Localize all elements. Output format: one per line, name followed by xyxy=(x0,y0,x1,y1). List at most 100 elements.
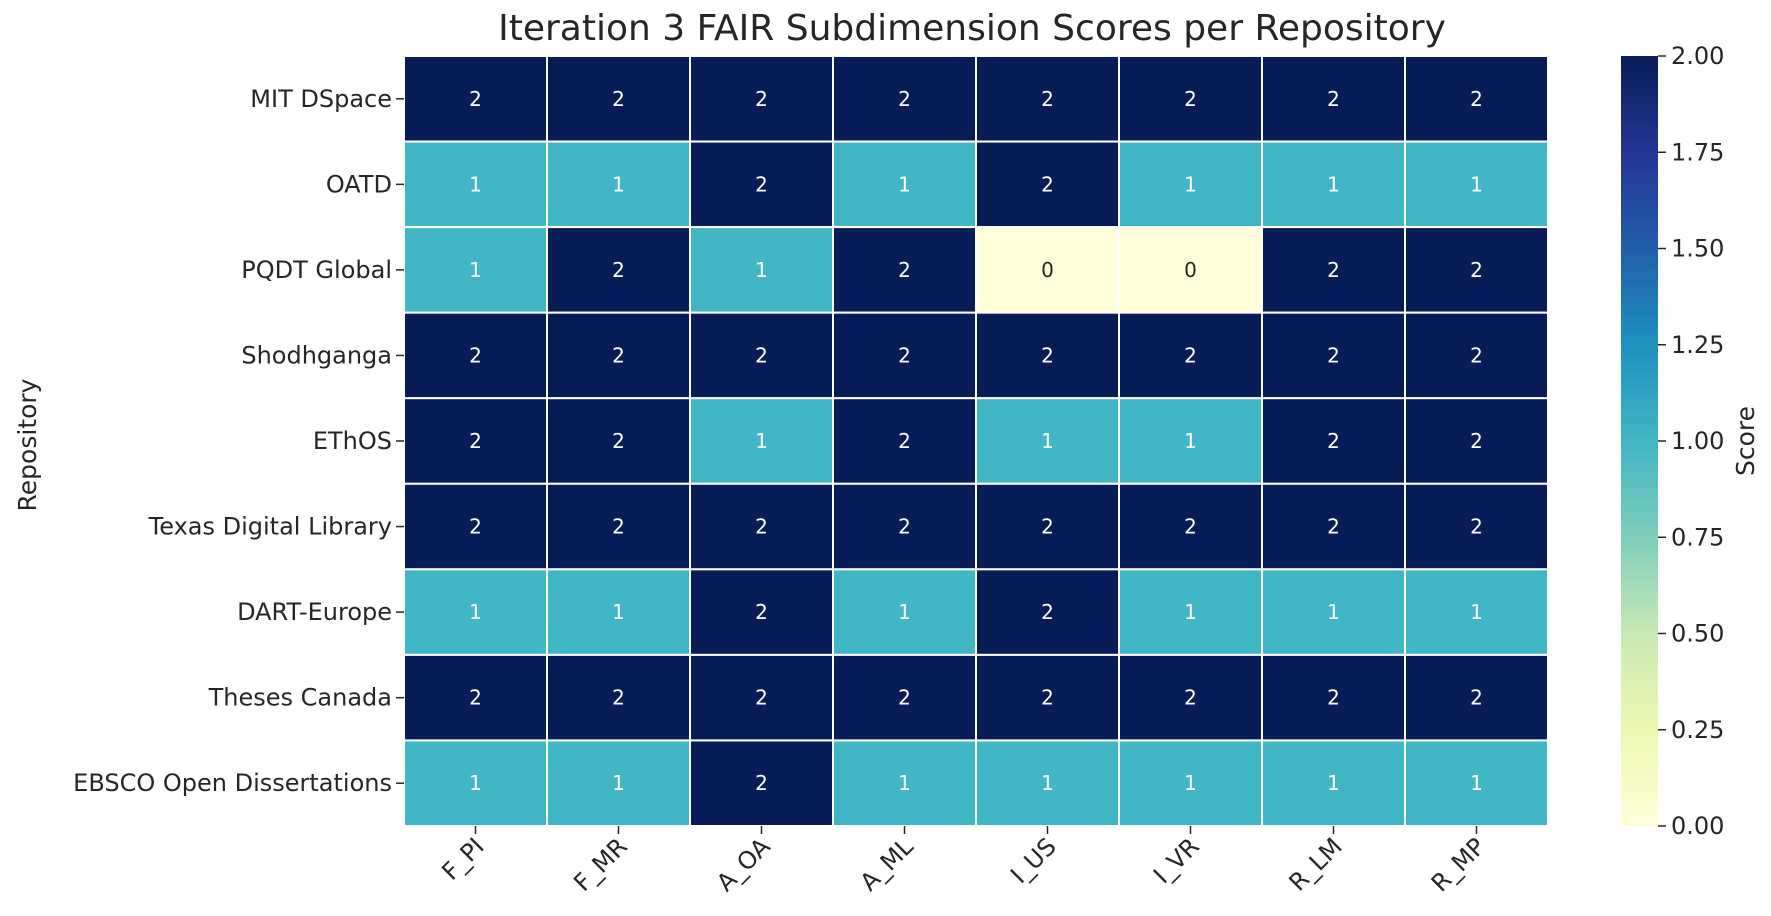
heatmap-cell xyxy=(1261,397,1406,485)
cell-value-label: 2 xyxy=(755,87,768,111)
heatmap-cell xyxy=(975,397,1120,485)
heatmap-cell xyxy=(1404,482,1549,571)
cell-value-label: 2 xyxy=(469,87,482,111)
x-tick-label: I_US xyxy=(1005,832,1061,888)
colorbar-tick-label: 1.75 xyxy=(1671,138,1724,166)
cell-value-label: 1 xyxy=(469,258,482,282)
x-tick-label: F_PI xyxy=(436,832,489,885)
cell-value-label: 1 xyxy=(1184,172,1197,196)
cell-value-label: 2 xyxy=(1470,343,1483,367)
colorbar-tick-label: 0.25 xyxy=(1671,716,1724,744)
heatmap-cell xyxy=(403,55,548,143)
heatmap-cell xyxy=(832,311,977,400)
cell-value-label: 2 xyxy=(469,343,482,367)
x-tick-label: I_VR xyxy=(1148,832,1205,889)
heatmap-cell xyxy=(1404,653,1549,742)
cell-value-label: 1 xyxy=(1327,600,1340,624)
cell-value-label: 2 xyxy=(1327,258,1340,282)
heatmap-cell xyxy=(546,226,691,314)
y-tick-label: EThOS xyxy=(313,427,392,455)
heatmap-cell xyxy=(1118,226,1263,314)
y-tick-label: Texas Digital Library xyxy=(148,513,392,541)
cell-value-label: 2 xyxy=(898,343,911,367)
colorbar-tick-label: 2.00 xyxy=(1671,42,1724,70)
heatmap-cell xyxy=(546,739,691,828)
cell-value-label: 2 xyxy=(1470,686,1483,710)
heatmap-cell xyxy=(975,226,1120,314)
heatmap-cell xyxy=(975,653,1120,742)
cell-value-label: 2 xyxy=(1327,686,1340,710)
y-tick-label: OATD xyxy=(326,170,392,198)
heatmap-cell xyxy=(1118,482,1263,571)
cell-value-label: 2 xyxy=(1041,87,1054,111)
cell-value-label: 2 xyxy=(1470,258,1483,282)
cell-value-label: 1 xyxy=(612,771,625,795)
cell-value-label: 2 xyxy=(755,771,768,795)
heatmap-cell xyxy=(546,568,691,656)
cell-value-label: 1 xyxy=(1041,429,1054,453)
cell-value-label: 2 xyxy=(1327,429,1340,453)
y-tick-labels: MIT DSpace OATD PQDT Global Shodhganga EThOS… xyxy=(73,85,404,797)
heatmap-cell xyxy=(689,653,834,742)
cell-value-label: 1 xyxy=(755,429,768,453)
cell-value-label: 0 xyxy=(1041,258,1054,282)
heatmap-cell xyxy=(1261,568,1406,656)
chart-title: Iteration 3 FAIR Subdimension Scores per… xyxy=(498,8,1446,49)
cell-value-label: 2 xyxy=(612,343,625,367)
cell-value-label: 1 xyxy=(755,258,768,282)
cell-value-label: 1 xyxy=(1184,771,1197,795)
heatmap-cell xyxy=(1261,226,1406,314)
y-tick-label: Theses Canada xyxy=(208,684,392,712)
cell-value-label: 1 xyxy=(898,771,911,795)
cell-value-label: 1 xyxy=(469,771,482,795)
cell-value-label: 1 xyxy=(1327,172,1340,196)
cell-value-label: 1 xyxy=(1470,600,1483,624)
colorbar-tick-label: 0.50 xyxy=(1671,620,1724,648)
cell-value-label: 1 xyxy=(898,172,911,196)
heatmap-cell xyxy=(975,739,1120,828)
x-tick-label: F_MR xyxy=(568,832,632,896)
heatmap-cell xyxy=(689,55,834,143)
cell-value-label: 2 xyxy=(1470,87,1483,111)
cell-value-label: 2 xyxy=(898,686,911,710)
heatmap-cell xyxy=(689,311,834,400)
cell-value-label: 2 xyxy=(755,686,768,710)
colorbar-tick-label: 0.00 xyxy=(1671,812,1724,840)
colorbar-tick-label: 1.50 xyxy=(1671,235,1724,263)
cell-value-label: 2 xyxy=(469,429,482,453)
x-tick-labels: F_PI F_MR A_OA A_ML I_US I_VR R_LM R_MP xyxy=(436,826,1491,897)
cell-value-label: 1 xyxy=(1184,429,1197,453)
cell-value-label: 2 xyxy=(898,258,911,282)
cell-value-label: 2 xyxy=(612,87,625,111)
cell-value-label: 1 xyxy=(469,600,482,624)
heatmap-cells: 2 2 2 2 2 2 2 2 1 1 2 1 2 1 1 1 1 2 1 2 0 0 2 2 2 2 2 2 2 2 2 2 2 2 1 2 1 1 2 2… xyxy=(403,55,1549,828)
cell-value-label: 1 xyxy=(1184,600,1197,624)
y-tick-label: MIT DSpace xyxy=(250,85,392,113)
heatmap-cell xyxy=(689,482,834,571)
heatmap-cell xyxy=(975,311,1120,400)
heatmap-cell xyxy=(546,55,691,143)
heatmap-cell xyxy=(1404,739,1549,828)
cell-value-label: 2 xyxy=(469,686,482,710)
cell-value-label: 2 xyxy=(1041,686,1054,710)
y-axis-label: Repository xyxy=(13,378,42,511)
cell-value-label: 2 xyxy=(898,515,911,539)
y-tick-label: EBSCO Open Dissertations xyxy=(73,769,392,797)
heatmap-cell xyxy=(403,311,548,400)
cell-value-label: 2 xyxy=(1041,343,1054,367)
cell-value-label: 2 xyxy=(755,515,768,539)
cell-value-label: 2 xyxy=(1184,87,1197,111)
heatmap-cell xyxy=(975,568,1120,656)
heatmap-cell xyxy=(1404,568,1549,656)
cell-value-label: 2 xyxy=(1041,600,1054,624)
heatmap-cell xyxy=(403,568,548,656)
cell-value-label: 1 xyxy=(612,172,625,196)
colorbar-gradient xyxy=(1621,56,1658,826)
heatmap-cell xyxy=(1118,568,1263,656)
cell-value-label: 2 xyxy=(755,343,768,367)
heatmap-cell xyxy=(1118,140,1263,229)
x-tick-label: R_LM xyxy=(1284,832,1348,896)
colorbar-tick-label: 0.75 xyxy=(1671,523,1724,551)
cell-value-label: 1 xyxy=(469,172,482,196)
